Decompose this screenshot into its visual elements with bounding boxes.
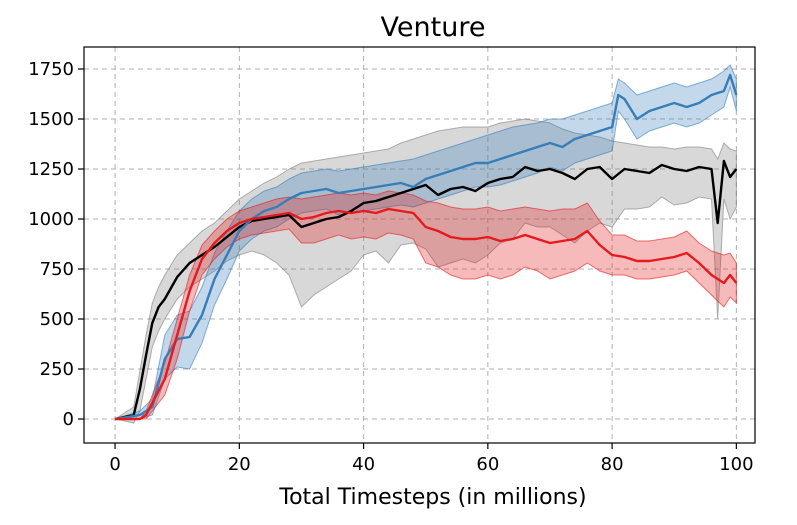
x-tick-label: 40 [352, 454, 375, 475]
y-tick-label: 750 [40, 259, 74, 280]
series-0-band [113, 118, 737, 424]
y-tick-label: 500 [40, 309, 74, 330]
confidence-bands [113, 64, 737, 424]
y-tick-label: 1500 [28, 109, 74, 130]
x-tick-label: 0 [109, 454, 120, 475]
x-tick-label: 20 [228, 454, 251, 475]
y-tick-label: 1250 [28, 159, 74, 180]
series-1-line [114, 73, 738, 421]
series-0-line [114, 159, 738, 421]
y-tick-label: 1750 [28, 59, 74, 80]
x-axis-label: Total Timesteps (in millions) [278, 485, 586, 510]
x-tick-label: 80 [601, 454, 624, 475]
chart-title: Venture [381, 12, 486, 43]
y-tick-label: 250 [40, 359, 74, 380]
y-tick-label: 0 [63, 409, 74, 430]
y-tick-label: 1000 [28, 209, 74, 230]
series-2-line [115, 207, 738, 421]
x-tick-label: 100 [719, 454, 753, 475]
x-tick-label: 60 [476, 454, 499, 475]
series-lines [114, 73, 738, 421]
plot-frame [83, 46, 756, 444]
